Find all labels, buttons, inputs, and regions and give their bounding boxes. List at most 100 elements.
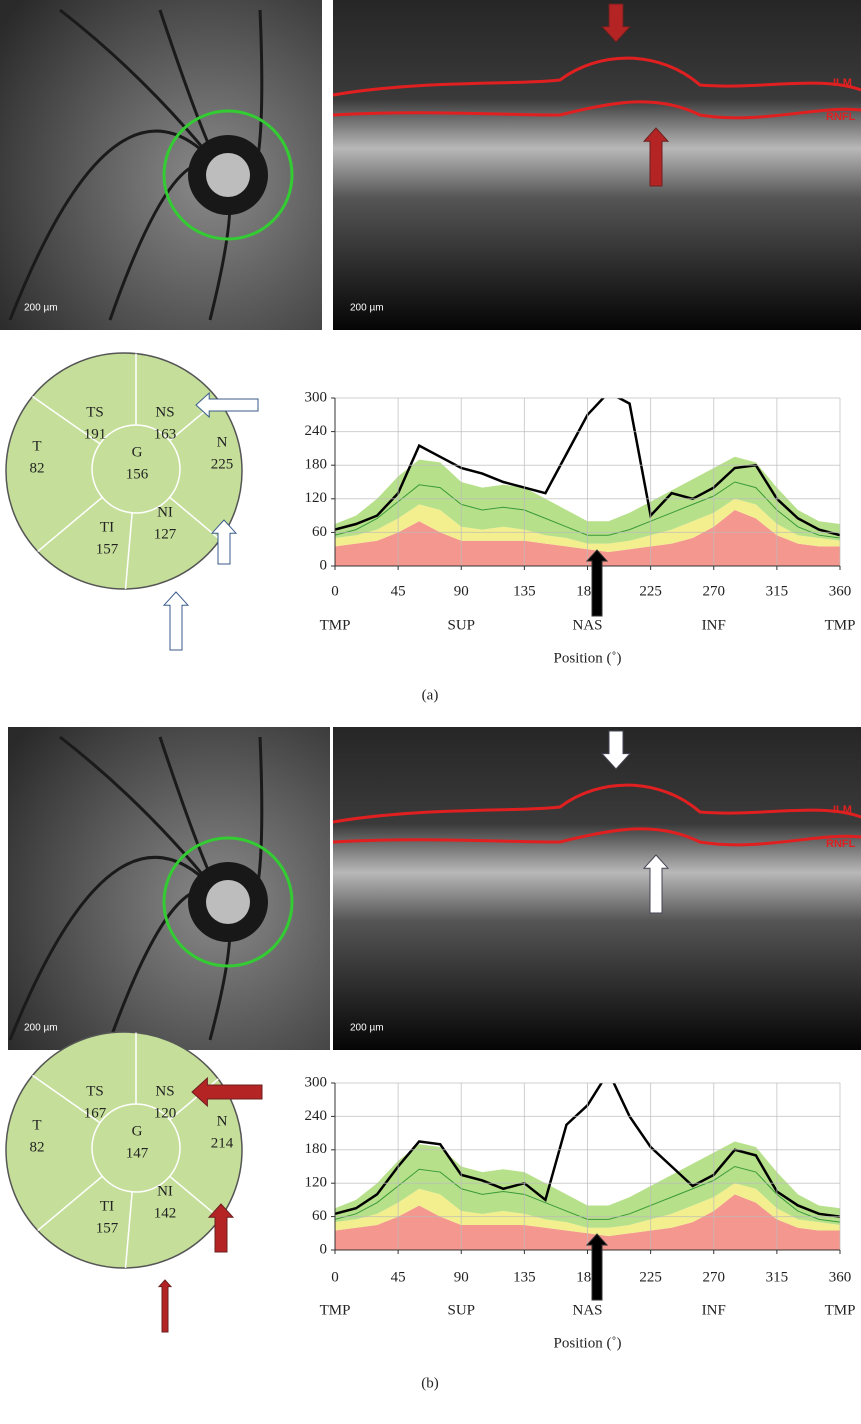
y-tick-label: 180 xyxy=(305,1141,328,1157)
y-tick-label: 0 xyxy=(320,557,328,573)
sector-divider xyxy=(32,395,101,445)
sector-name: N xyxy=(217,434,228,450)
ilm-line xyxy=(332,56,861,97)
x-tick-label: 45 xyxy=(391,1269,406,1285)
sector-value: 157 xyxy=(96,1220,119,1236)
sector-name: G xyxy=(132,444,143,460)
arrow xyxy=(195,391,259,419)
x-tick-label: 270 xyxy=(703,583,726,599)
region-label: INF xyxy=(702,617,726,633)
sector-name: NI xyxy=(157,504,173,520)
arrow-shape xyxy=(195,391,259,419)
sector-name: NI xyxy=(157,1183,173,1199)
x-tick-label: 90 xyxy=(454,1269,469,1285)
x-tick-label: 360 xyxy=(829,583,852,599)
arrow xyxy=(600,3,632,43)
arrow xyxy=(162,591,190,651)
arrow-shape xyxy=(642,854,670,914)
sector-value: 225 xyxy=(211,456,234,472)
arrow xyxy=(191,1076,263,1108)
y-tick-label: 240 xyxy=(305,423,328,439)
rnfl-line xyxy=(332,100,861,120)
region-label: TMP xyxy=(825,1302,856,1318)
sector-name: TS xyxy=(86,404,104,420)
y-tick-label: 60 xyxy=(312,1208,327,1224)
y-tick-label: 240 xyxy=(305,1108,328,1124)
x-tick-label: 135 xyxy=(513,583,536,599)
sector-divider xyxy=(124,1191,133,1269)
arrow xyxy=(642,854,670,914)
y-tick-label: 60 xyxy=(312,524,327,540)
sector-value: 82 xyxy=(30,1139,45,1155)
oct-image xyxy=(333,727,861,1050)
vessel xyxy=(8,855,227,1041)
sector-name: NS xyxy=(155,404,174,420)
region-label: SUP xyxy=(447,1302,475,1318)
arrow-shape xyxy=(207,1203,235,1253)
optic-cup xyxy=(206,153,250,197)
sector-value: 142 xyxy=(154,1205,177,1221)
y-tick-label: 300 xyxy=(305,1074,328,1090)
sector-name: TI xyxy=(100,519,114,535)
arrow-shape xyxy=(162,591,190,651)
y-tick-label: 0 xyxy=(320,1241,328,1257)
x-tick-label: 45 xyxy=(391,583,406,599)
arrow xyxy=(585,1233,609,1301)
sector-name: T xyxy=(32,438,41,454)
arrow xyxy=(157,1279,173,1333)
x-tick-label: 315 xyxy=(766,1269,789,1285)
ilm-label: ILM xyxy=(833,77,852,89)
ilm-line xyxy=(332,783,861,824)
sector-value: 147 xyxy=(126,1145,149,1161)
y-tick-label: 180 xyxy=(305,457,328,473)
sector-value: 191 xyxy=(84,426,107,442)
sector-divider xyxy=(169,1175,221,1220)
arrow-shape xyxy=(600,730,632,770)
arrow xyxy=(585,549,609,617)
fundus-scale: 200 µm xyxy=(24,1023,58,1034)
sector-disc xyxy=(5,352,243,590)
ilm-label: ILM xyxy=(833,804,852,816)
region-label: INF xyxy=(702,1302,726,1318)
rnfl-label: RNFL xyxy=(826,838,856,850)
arrow-shape xyxy=(600,3,632,43)
region-label: SUP xyxy=(447,617,475,633)
scan-circle xyxy=(162,836,294,968)
sector-value: 157 xyxy=(96,541,119,557)
rnfl-label: RNFL xyxy=(826,111,856,123)
region-label: TMP xyxy=(825,617,856,633)
arrow-shape xyxy=(585,549,609,617)
oct-image xyxy=(333,0,861,330)
panel-label: (b) xyxy=(421,1375,439,1391)
sector-value: 156 xyxy=(126,466,149,482)
sector-divider xyxy=(32,1074,101,1124)
y-tick-label: 120 xyxy=(305,1175,328,1191)
sector-name: N xyxy=(217,1113,228,1129)
y-tick-label: 300 xyxy=(305,389,328,405)
sector-value: 82 xyxy=(30,460,45,476)
arrow-shape xyxy=(642,127,670,187)
sector-name: TI xyxy=(100,1198,114,1214)
x-tick-label: 225 xyxy=(639,1269,662,1285)
region-label: TMP xyxy=(320,617,351,633)
scan-circle xyxy=(162,109,294,241)
x-tick-label: 0 xyxy=(331,1269,339,1285)
sector-value: 167 xyxy=(84,1105,107,1121)
sector-value: 163 xyxy=(154,426,177,442)
arrow xyxy=(210,519,238,565)
oct-scale: 200 µm xyxy=(350,303,384,314)
fundus-scale: 200 µm xyxy=(24,303,58,314)
sector-divider xyxy=(169,496,221,541)
oct-scale: 200 µm xyxy=(350,1023,384,1034)
arrow-shape xyxy=(210,519,238,565)
region-label: NAS xyxy=(572,617,602,633)
sector-divider xyxy=(37,1175,103,1232)
arrow xyxy=(207,1203,235,1253)
arrow-shape xyxy=(585,1233,609,1301)
arrow xyxy=(642,127,670,187)
x-tick-label: 90 xyxy=(454,583,469,599)
region-label: NAS xyxy=(572,1302,602,1318)
x-tick-label: 225 xyxy=(639,583,662,599)
optic-cup xyxy=(206,880,250,924)
